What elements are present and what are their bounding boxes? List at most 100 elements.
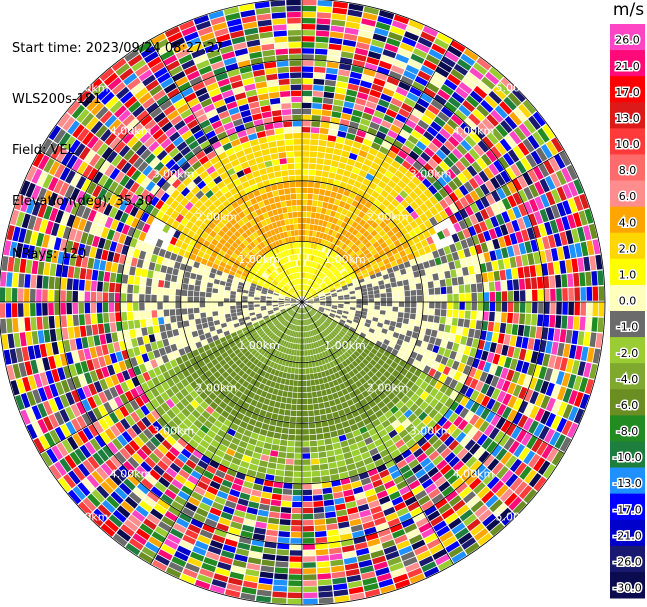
velocity-gate [306,305,311,310]
velocity-gate [490,146,502,159]
velocity-gate [542,236,550,250]
velocity-gate [326,304,332,307]
velocity-gate [462,423,473,435]
velocity-gate [463,181,474,193]
velocity-gate [388,341,396,349]
velocity-gate [302,11,316,18]
velocity-gate [556,417,568,433]
velocity-gate [325,407,332,414]
velocity-gate [302,398,308,405]
velocity-gate [473,223,483,234]
velocity-gate [309,318,313,324]
velocity-gate [363,366,370,374]
velocity-gate [527,169,539,183]
velocity-gate [456,464,469,477]
velocity-gate [319,127,329,135]
velocity-gate [446,253,454,263]
velocity-gate [302,350,305,356]
velocity-gate [314,237,319,244]
velocity-gate [549,219,559,234]
velocity-gate [321,259,326,266]
velocity-gate [454,211,463,222]
velocity-gate [500,451,513,465]
velocity-gate [413,407,424,417]
velocity-gate [320,316,326,321]
velocity-gate [331,251,337,258]
velocity-gate [440,356,449,366]
velocity-gate [513,302,520,313]
velocity-gate [305,285,308,291]
velocity-gate [394,410,403,419]
velocity-gate [485,411,496,423]
velocity-gate [517,414,529,428]
velocity-gate [342,144,352,152]
velocity-gate [446,286,453,294]
velocity-gate [328,49,341,57]
velocity-gate [338,297,344,300]
velocity-gate [366,56,380,66]
velocity-gate [421,356,429,365]
velocity-gate [536,237,545,251]
velocity-gate [340,51,354,59]
velocity-gate [516,429,527,443]
velocity-gate [446,358,455,368]
velocity-gate [423,334,431,343]
velocity-gate [78,302,85,314]
velocity-gate [418,347,426,356]
velocity-gate [316,311,322,316]
velocity-gate [343,306,350,310]
velocity-gate [378,280,385,286]
velocity-gate [551,384,561,399]
velocity-gate [356,272,363,278]
velocity-gate [308,273,311,279]
velocity-gate [404,247,412,255]
velocity-gate [413,226,422,235]
velocity-gate [219,314,225,320]
velocity-gate [454,527,469,540]
velocity-gate [307,187,314,194]
velocity-gate [457,58,472,71]
velocity-gate [329,312,336,317]
velocity-gate [462,327,469,337]
velocity-gate [120,293,127,302]
velocity-gate [389,145,400,155]
velocity-gate [542,353,551,367]
velocity-gate [399,512,412,523]
velocity-gate [158,317,165,325]
velocity-gate [318,319,323,324]
velocity-gate [485,373,494,385]
velocity-gate [303,260,307,266]
velocity-gate [440,286,447,295]
velocity-gate [367,287,374,292]
velocity-gate [349,272,356,277]
velocity-gate [349,326,356,332]
velocity-gate [477,486,490,499]
velocity-gate [422,308,429,315]
velocity-gate [272,591,287,598]
velocity-gate [411,539,426,550]
velocity-gate [310,446,318,453]
velocity-gate [390,260,398,267]
velocity-gate [390,449,401,459]
velocity-gate [358,344,366,351]
velocity-gate [532,364,542,378]
velocity-gate [384,410,394,419]
velocity-gate [420,114,433,125]
velocity-gate [332,217,339,225]
velocity-gate [320,303,326,305]
velocity-gate [312,397,318,404]
velocity-gate [396,480,408,490]
velocity-gate [443,123,455,135]
velocity-gate [405,64,419,75]
velocity-gate [592,348,601,364]
velocity-gate [295,362,299,368]
velocity-gate [365,422,375,431]
velocity-gate [350,299,356,302]
velocity-gate [519,290,526,302]
velocity-gate [358,320,365,326]
velocity-gate [317,250,322,257]
velocity-gate [188,313,195,320]
velocity-gate [337,323,344,328]
velocity-gate [504,116,518,130]
velocity-gate [217,302,224,307]
